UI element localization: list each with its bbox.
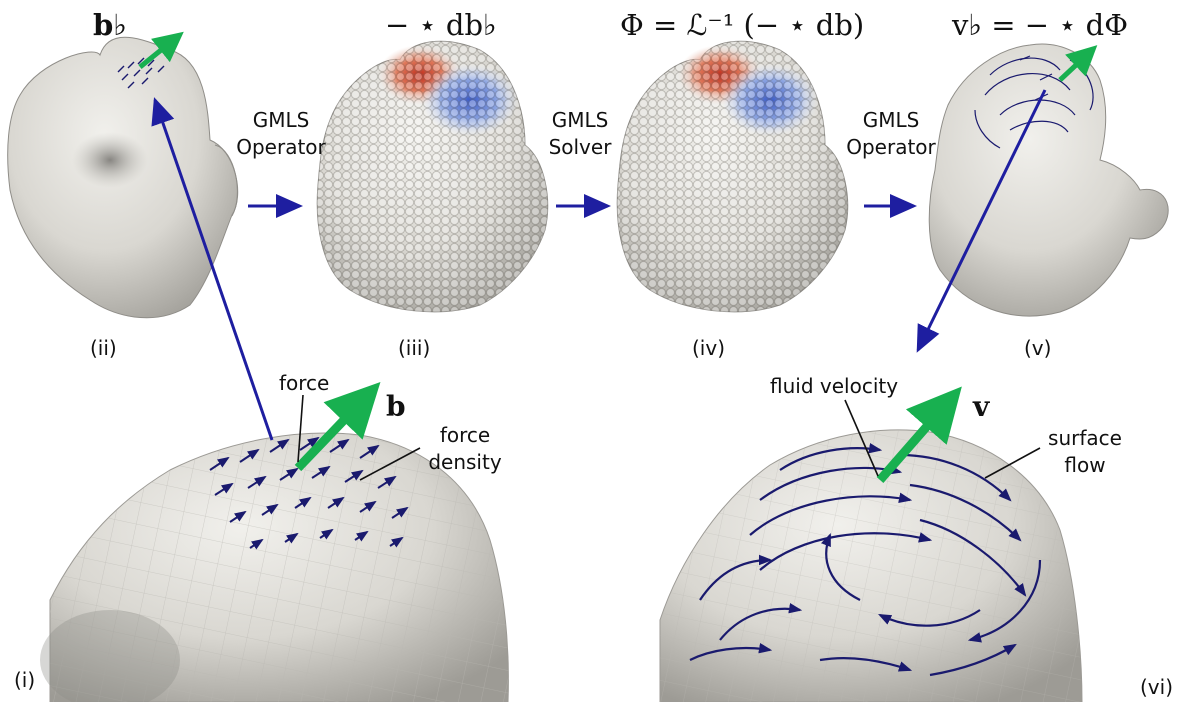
panel-label-iii: (iii) [398,336,431,360]
surface-flow-pointer [984,447,1041,479]
shape-panel-iv [616,40,849,313]
fluid-velocity-label: fluid velocity [770,374,899,398]
force-density-line1: force [439,423,491,447]
force-density-label: force density [420,425,510,473]
step-1-line1: GMLS [252,108,310,132]
panel-label-vi: (vi) [1140,675,1173,699]
green-arrow-v-zoom [876,386,962,483]
step-1-line2: Operator [236,135,326,159]
fluid-velocity-pointer [844,399,879,477]
density-pointer-line [359,447,421,481]
step-label-2: GMLS Solver [530,110,630,158]
panel-label-iv: (iv) [692,336,725,360]
step-2-line1: GMLS [551,108,609,132]
shape-panel-i [40,382,509,702]
step-3-line2: Operator [846,135,936,159]
b-vector-label: b [386,390,406,423]
green-arrow-ii [138,31,184,69]
arrow-v-to-vi [916,89,1047,353]
arrow-i-to-ii [151,97,274,441]
formula-v-text: v♭ = − ⋆ dΦ [952,8,1129,42]
panel-label-i: (i) [14,668,36,692]
formula-iv: Φ = ℒ⁻¹ (− ⋆ db) [620,8,864,42]
velocity-arrow-field-vi [689,442,1042,677]
surface-flow-label: surface flow [1040,428,1130,476]
formula-ii-text: b♭ [93,8,127,42]
green-arrow-b [294,382,381,472]
shape-panel-v [928,43,1169,317]
formula-iv-text: Φ = ℒ⁻¹ (− ⋆ db) [620,8,865,42]
force-arrow-field-i [209,436,409,550]
step-label-1: GMLS Operator [226,110,336,158]
v-vector-label: v [973,390,990,423]
formula-ii: b♭ [93,8,127,42]
green-arrow-v [1058,45,1098,82]
step-3-line1: GMLS [862,108,920,132]
force-pointer-line [297,394,304,463]
step-label-3: GMLS Operator [836,110,946,158]
shape-panel-ii [7,31,239,319]
shape-panel-vi [659,386,1083,702]
shape-panel-iii [316,40,549,313]
surface-flow-line1: surface [1048,426,1122,450]
step-2-line2: Solver [548,135,612,159]
surface-flow-line2: flow [1064,453,1106,477]
force-arrow-field-ii [117,57,165,89]
formula-v: v♭ = − ⋆ dΦ [952,8,1128,42]
formula-iii: − ⋆ db♭ [385,8,497,42]
panel-label-ii: (ii) [90,336,117,360]
panel-label-v: (v) [1024,336,1052,360]
force-density-line2: density [428,450,502,474]
force-label: force [279,371,330,395]
formula-iii-text: − ⋆ db♭ [385,8,497,42]
